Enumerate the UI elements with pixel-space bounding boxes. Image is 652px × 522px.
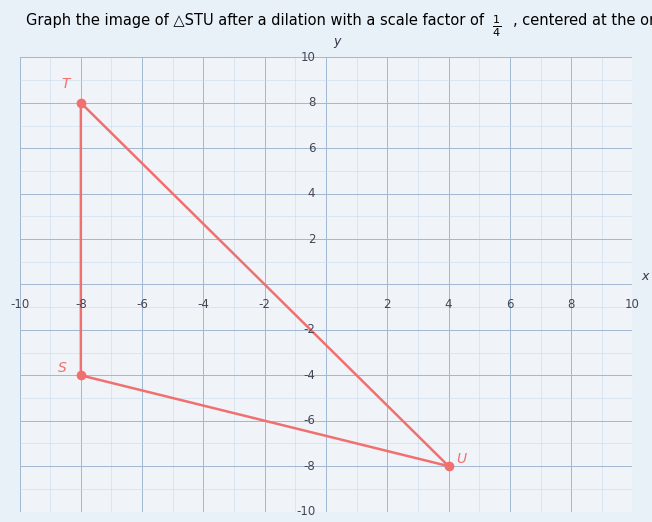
Text: -4: -4 <box>198 298 209 311</box>
Text: 6: 6 <box>506 298 514 311</box>
Text: -2: -2 <box>303 324 316 336</box>
Text: T: T <box>61 77 70 91</box>
Text: U: U <box>456 452 466 466</box>
Text: -10: -10 <box>296 505 316 518</box>
Text: 4: 4 <box>308 187 316 200</box>
Text: 4: 4 <box>445 298 452 311</box>
Text: -6: -6 <box>303 414 316 427</box>
Text: 6: 6 <box>308 142 316 155</box>
Text: -8: -8 <box>304 460 316 472</box>
Text: -6: -6 <box>136 298 148 311</box>
Text: x: x <box>642 270 649 283</box>
Text: -4: -4 <box>303 369 316 382</box>
Text: 2: 2 <box>308 233 316 245</box>
Text: 10: 10 <box>625 298 640 311</box>
Text: -2: -2 <box>259 298 271 311</box>
Text: $\frac{1}{4}$: $\frac{1}{4}$ <box>492 13 501 39</box>
Text: y: y <box>334 35 341 49</box>
Text: 8: 8 <box>308 97 316 109</box>
Text: 2: 2 <box>383 298 391 311</box>
Text: , centered at the origin.: , centered at the origin. <box>513 13 652 28</box>
Text: S: S <box>58 361 67 375</box>
Text: -8: -8 <box>75 298 87 311</box>
Text: 8: 8 <box>567 298 575 311</box>
Text: -10: -10 <box>10 298 29 311</box>
Text: Graph the image of △STU after a dilation with a scale factor of: Graph the image of △STU after a dilation… <box>26 13 489 28</box>
Text: 10: 10 <box>301 51 316 64</box>
